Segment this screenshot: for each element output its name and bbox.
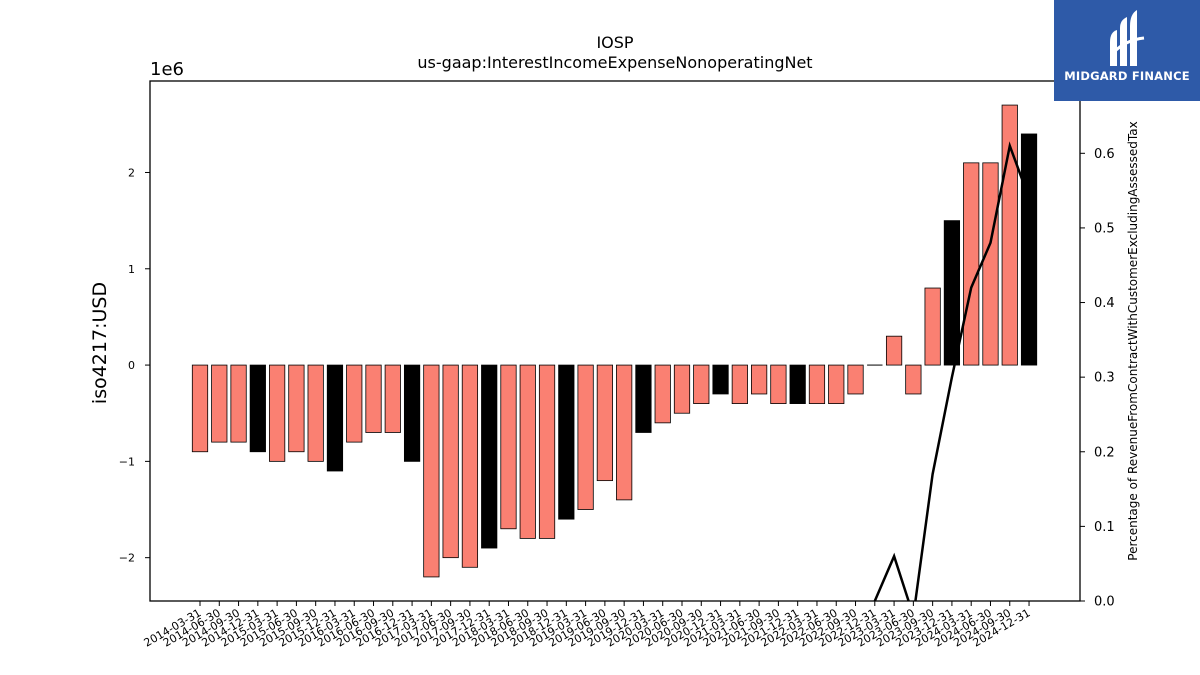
chart-subtitle: us-gaap:InterestIncomeExpenseNonoperatin…	[417, 53, 812, 72]
bar	[924, 287, 941, 366]
bar	[789, 364, 806, 404]
bar	[269, 364, 286, 462]
midgard-finance-logo-icon	[1110, 10, 1145, 66]
axes-group: −2−10120.00.10.20.30.40.50.62014-03-3120…	[119, 80, 1115, 650]
bar	[885, 335, 903, 366]
bar	[635, 364, 652, 433]
bar	[905, 364, 922, 395]
bar	[519, 364, 536, 539]
bar	[403, 364, 421, 462]
bar	[249, 364, 266, 453]
y2-tick-label: 0.5	[1094, 221, 1115, 236]
bar	[288, 364, 305, 453]
brand-name: MIDGARD FINANCE	[1064, 69, 1190, 83]
bar	[808, 364, 826, 404]
y-tick-label: 0	[128, 359, 135, 372]
bar	[326, 364, 344, 472]
y-offset-label: 1e6	[150, 59, 184, 80]
bar	[654, 364, 671, 424]
bar	[461, 364, 479, 568]
y2-tick-label: 0.0	[1094, 595, 1115, 610]
bar	[230, 364, 247, 443]
y-tick-label: −1	[119, 455, 135, 468]
y2-tick-label: 0.4	[1094, 296, 1115, 311]
bar	[712, 364, 729, 395]
y2-tick-label: 0.2	[1094, 445, 1115, 460]
bar	[500, 364, 517, 530]
bar	[673, 364, 691, 414]
y2-tick-label: 0.6	[1094, 147, 1115, 162]
bar	[963, 162, 980, 366]
y-tick-label: 1	[128, 263, 135, 276]
y2-tick-label: 0.3	[1094, 371, 1115, 386]
bar	[211, 364, 228, 443]
y-tick-label: 2	[128, 166, 135, 179]
bar	[577, 364, 594, 510]
brand-logo: MIDGARD FINANCE	[1054, 0, 1200, 101]
bar	[481, 364, 498, 549]
bar	[558, 364, 575, 520]
y-axis-label: iso4217:USD	[89, 282, 111, 404]
bar	[847, 364, 864, 395]
y2-tick-label: 0.1	[1094, 520, 1115, 535]
bar	[943, 220, 961, 366]
bar	[365, 364, 382, 433]
bar	[442, 364, 459, 559]
bar	[1020, 133, 1038, 366]
bar	[982, 162, 999, 366]
bar	[191, 364, 209, 453]
bar	[693, 364, 710, 404]
bar	[307, 364, 324, 462]
bar	[538, 364, 556, 539]
bar	[770, 364, 787, 404]
series-line	[873, 141, 1031, 601]
bar	[596, 364, 613, 482]
bar	[616, 364, 633, 501]
bar	[751, 364, 768, 395]
bar	[384, 364, 401, 433]
axes-frame	[149, 80, 1081, 602]
y-tick-label: −2	[119, 552, 135, 565]
chart-title: IOSP	[596, 33, 633, 52]
bar	[346, 364, 363, 443]
bar	[828, 364, 845, 404]
bar	[423, 364, 440, 578]
y2-axis-label: Percentage of RevenueFromContractWithCus…	[1126, 121, 1140, 560]
line-layer	[873, 141, 1031, 601]
bar	[731, 364, 748, 404]
bars-group	[191, 104, 1038, 578]
